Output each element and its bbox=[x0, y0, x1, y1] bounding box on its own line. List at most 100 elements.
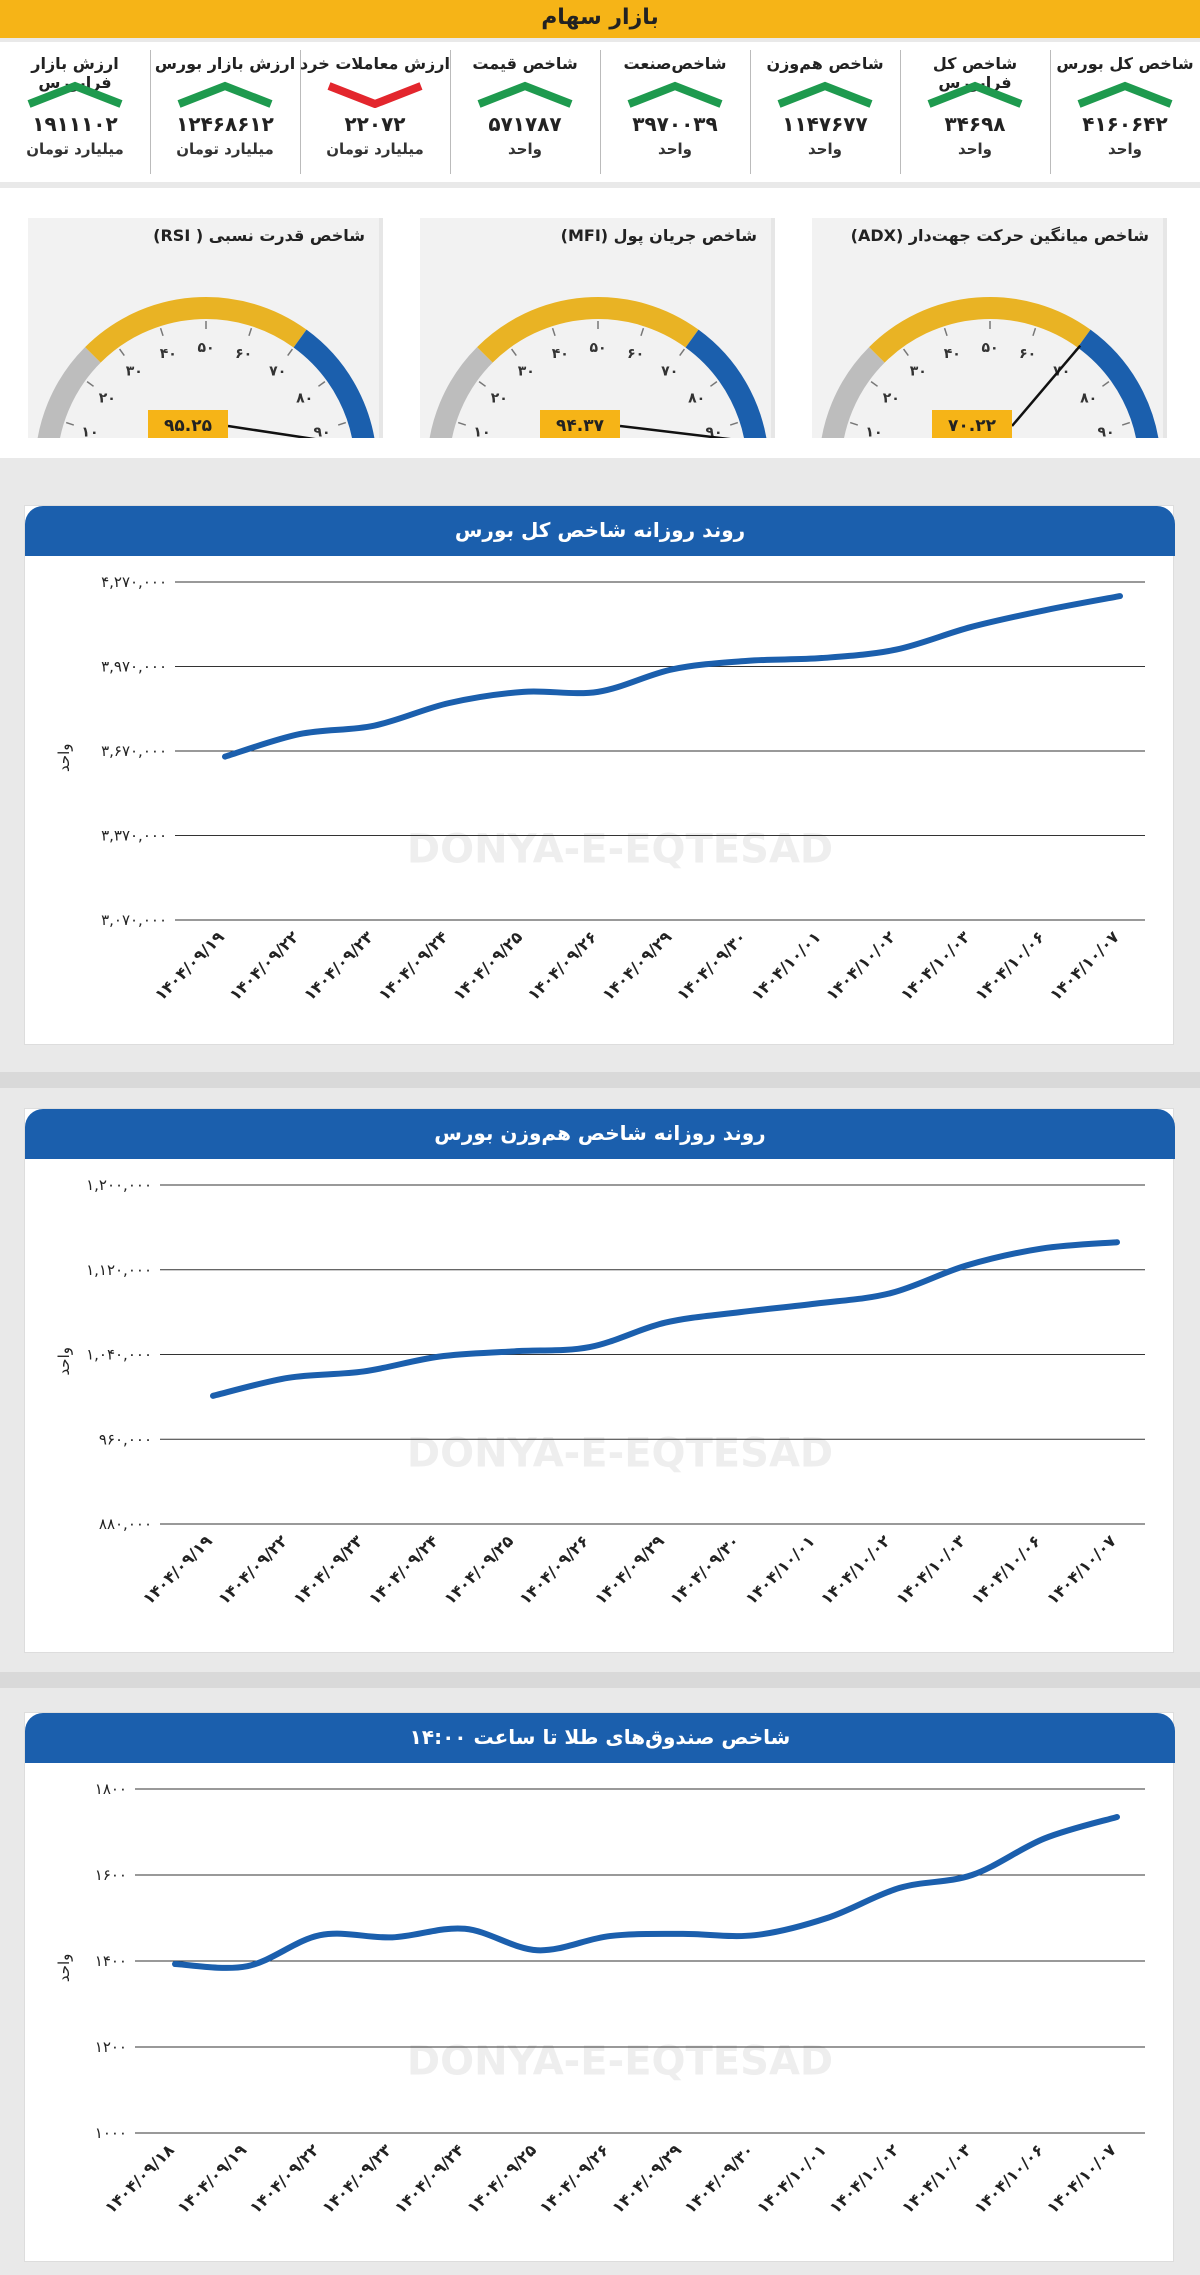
stat-value: ۳۴۶۹۸ bbox=[944, 112, 1006, 136]
stat-divider bbox=[450, 50, 451, 174]
y-tick-label: ۱۴۰۰ bbox=[95, 1952, 127, 1970]
stat-label: ارزش معاملات خرد bbox=[300, 54, 450, 73]
chart-header: شاخص صندوق‌های طلا تا ساعت ۱۴:۰۰ bbox=[25, 1713, 1175, 1763]
stat-card: ارزش معاملات خرد ۲۲۰۷۲ میلیارد تومان bbox=[300, 42, 450, 182]
gauge-zone-low bbox=[821, 347, 885, 438]
x-tick-label: ۱۴۰۴/۰۹/۲۳ bbox=[318, 2140, 395, 2217]
stat-label: شاخص‌صنعت bbox=[623, 54, 727, 73]
data-point bbox=[212, 1395, 214, 1397]
stat-value: ۳۹۷۰۰۳۹ bbox=[632, 112, 718, 136]
chart-header: روند روزانه شاخص کل بورس bbox=[25, 506, 1175, 556]
gauge-dial: ۰۱۰۲۰۳۰۴۰۵۰۶۰۷۰۸۰۹۰۱۰۰۷۰.۲۲ bbox=[821, 297, 1159, 438]
gauge-zone-mid bbox=[85, 297, 307, 363]
gauge-tick-label: ۴۰ bbox=[160, 346, 177, 362]
gauge-value-box bbox=[540, 410, 620, 438]
gauge-value-box bbox=[148, 410, 228, 438]
stat-unit: واحد bbox=[1108, 140, 1142, 158]
data-point bbox=[965, 1265, 967, 1267]
gauge-tick-label: ۳۰ bbox=[910, 363, 927, 379]
x-tick-label: ۱۴۰۴/۱۰/۰۶ bbox=[970, 2140, 1047, 2217]
stat-card: ارزش بازار بورس ۱۲۴۶۸۶۱۲ میلیارد تومان bbox=[150, 42, 300, 182]
stat-label: شاخص هم‌وزن bbox=[766, 54, 884, 73]
gauge-tick bbox=[510, 348, 517, 356]
gauge-needle bbox=[227, 424, 316, 438]
y-tick-label: ۸۸۰,۰۰۰ bbox=[99, 1515, 152, 1533]
gauge-title: شاخص جریان پول (MFI) bbox=[560, 226, 757, 245]
x-tick-label: ۱۴۰۴/۰۹/۲۲ bbox=[246, 2140, 323, 2217]
gauge-tick-label: ۷۰ bbox=[661, 363, 678, 379]
stat-card: شاخص هم‌وزن ۱۱۴۷۶۷۷ واحد bbox=[750, 42, 900, 182]
gauge-tick bbox=[118, 348, 125, 356]
gauge-zone-low bbox=[429, 347, 493, 438]
gauge-tick-label: ۵۰ bbox=[197, 340, 214, 356]
stat-unit: واحد bbox=[808, 140, 842, 158]
chart-header: روند روزانه شاخص هم‌وزن بورس bbox=[25, 1109, 1175, 1159]
data-point bbox=[1041, 1248, 1043, 1250]
y-tick-label: ۳,۰۷۰,۰۰۰ bbox=[101, 911, 167, 929]
data-point bbox=[391, 1936, 393, 1938]
stat-label: ارزش بازار بورس bbox=[154, 54, 296, 73]
trend-up-icon bbox=[177, 81, 273, 108]
stat-card: شاخص‌صنعت ۳۹۷۰۰۳۹ واحد bbox=[600, 42, 750, 182]
data-point bbox=[1044, 609, 1046, 611]
x-tick-label: ۱۴۰۴/۰۹/۱۹ bbox=[173, 2140, 250, 2217]
chart-title: روند روزانه شاخص هم‌وزن بورس bbox=[434, 1121, 766, 1145]
x-tick-label: ۱۴۰۴/۰۹/۲۹ bbox=[591, 1531, 668, 1608]
data-point bbox=[1116, 1241, 1118, 1243]
data-point bbox=[746, 660, 748, 662]
x-tick-label: ۱۴۰۴/۰۹/۱۸ bbox=[101, 2140, 178, 2217]
gauge-tick bbox=[159, 327, 164, 337]
gauge-tick-label: ۹۰ bbox=[313, 424, 330, 438]
stat-card: شاخص قیمت ۵۷۱۷۸۷ واحد bbox=[450, 42, 600, 182]
gauge-card: ۰۱۰۲۰۳۰۴۰۵۰۶۰۷۰۸۰۹۰۱۰۰۹۴.۳۷ bbox=[420, 218, 775, 438]
y-tick-label: ۱,۰۴۰,۰۰۰ bbox=[86, 1346, 152, 1364]
trend-up-icon bbox=[27, 81, 123, 108]
stat-card: شاخص کل بورس ۴۱۶۰۶۴۲ واحد bbox=[1050, 42, 1200, 182]
gauge-tick-label: ۵۰ bbox=[981, 340, 998, 356]
x-tick-label: ۱۴۰۴/۱۰/۰۳ bbox=[898, 2140, 975, 2217]
gauge-tick-label: ۹۰ bbox=[1097, 424, 1114, 438]
x-tick-label: ۱۴۰۴/۱۰/۰۱ bbox=[753, 2140, 830, 2217]
stat-value: ۱۱۴۷۶۷۷ bbox=[782, 112, 868, 136]
market-banner: بازار سهام bbox=[0, 0, 1200, 38]
stat-unit: میلیارد تومان bbox=[326, 140, 424, 158]
series-line bbox=[222, 593, 1123, 760]
gauge-tick-label: ۱۰ bbox=[865, 424, 882, 438]
x-tick-label: ۱۴۰۴/۰۹/۲۵ bbox=[440, 1531, 517, 1608]
gauge-tick-label: ۱۰ bbox=[473, 424, 490, 438]
gauge-needle bbox=[619, 424, 731, 438]
data-point bbox=[1044, 1837, 1046, 1839]
data-point bbox=[970, 626, 972, 628]
watermark-text: DONYA-E-EQTESAD bbox=[407, 827, 833, 873]
x-tick-label: ۱۴۰۴/۱۰/۰۱ bbox=[748, 927, 825, 1004]
gauge-zone-low bbox=[37, 347, 101, 438]
stat-unit: میلیارد تومان bbox=[176, 140, 274, 158]
data-point bbox=[890, 1292, 892, 1294]
data-point bbox=[597, 691, 599, 693]
x-tick-label: ۱۴۰۴/۰۹/۲۵ bbox=[463, 2140, 540, 2217]
section-divider bbox=[0, 1072, 1200, 1088]
gauge-value: ۹۵.۲۵ bbox=[164, 416, 212, 436]
stat-value: ۲۲۰۷۲ bbox=[344, 112, 406, 136]
gauge-needle bbox=[1011, 344, 1082, 427]
data-point bbox=[739, 1311, 741, 1313]
data-point bbox=[319, 1934, 321, 1936]
x-tick-label: ۱۴۰۴/۰۹/۱۹ bbox=[151, 927, 228, 1004]
gauge-tick-label: ۸۰ bbox=[1080, 390, 1097, 406]
y-tick-label: ۹۶۰,۰۰۰ bbox=[99, 1430, 152, 1448]
data-point bbox=[664, 1322, 666, 1324]
x-tick-label: ۱۴۰۴/۱۰/۰۶ bbox=[968, 1531, 1045, 1608]
data-point bbox=[815, 1303, 817, 1305]
stat-unit: واحد bbox=[508, 140, 542, 158]
chart-card-gold-funds: شاخص صندوق‌های طلا تا ساعت ۱۴:۰۰ DONYA-E… bbox=[24, 1712, 1175, 2262]
gauge-tick-label: ۶۰ bbox=[627, 346, 644, 362]
x-tick-label: ۱۴۰۴/۱۰/۰۱ bbox=[742, 1531, 819, 1608]
stat-value: ۴۱۶۰۶۴۲ bbox=[1082, 112, 1168, 136]
trend-up-icon bbox=[777, 81, 873, 108]
data-point bbox=[754, 1934, 756, 1936]
gauge-tick-label: ۸۰ bbox=[688, 390, 705, 406]
gauge-value-box bbox=[932, 410, 1012, 438]
y-tick-label: ۳,۳۷۰,۰۰۰ bbox=[101, 827, 167, 845]
y-tick-label: ۱۲۰۰ bbox=[95, 2038, 127, 2056]
data-point bbox=[971, 1874, 973, 1876]
